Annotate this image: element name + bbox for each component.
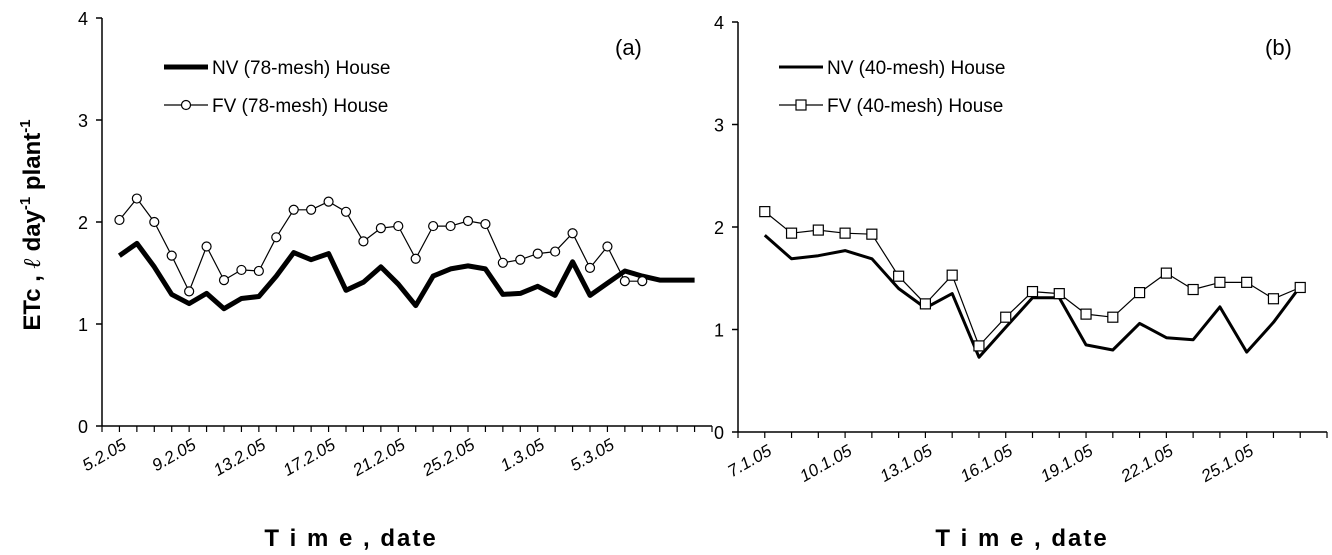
data-point <box>1080 308 1092 320</box>
legend-marker <box>795 99 807 111</box>
data-point <box>1241 276 1253 288</box>
data-point <box>428 220 439 232</box>
data-point <box>567 228 578 239</box>
data-point <box>184 286 195 297</box>
data-point <box>1267 293 1280 305</box>
x-tick-label: 5.2.05 <box>79 435 130 475</box>
data-point <box>340 206 352 217</box>
y-tick-label: 3 <box>78 111 88 131</box>
data-point <box>785 227 798 239</box>
x-axis-label: T i m e , date <box>264 525 437 552</box>
data-point <box>515 254 526 265</box>
x-tick-label: 5.3.05 <box>567 435 618 475</box>
data-point <box>973 340 985 352</box>
data-point <box>1107 311 1119 323</box>
data-point <box>946 269 958 281</box>
y-tick-label: 0 <box>78 417 88 437</box>
data-point <box>839 227 851 239</box>
legend-label-2: FV (40-mesh) House <box>827 96 1003 117</box>
x-tick-label: 9.2.05 <box>149 435 200 475</box>
y-tick-label: 1 <box>714 321 724 341</box>
liter-symbol: ℓ <box>17 258 46 268</box>
data-point <box>602 241 613 252</box>
x-tick-label: 25.2.05 <box>419 435 479 481</box>
data-point <box>480 218 491 230</box>
data-point <box>550 246 561 257</box>
data-point <box>462 215 474 227</box>
y-tick-label: 4 <box>78 9 88 29</box>
panel-label: (b) <box>1265 35 1292 60</box>
data-point <box>166 250 177 261</box>
data-point <box>497 257 508 268</box>
x-tick-label: 17.2.05 <box>280 435 339 480</box>
y-tick-label: 0 <box>714 423 724 443</box>
data-point <box>410 253 421 264</box>
data-point <box>866 228 878 240</box>
chart-panel-a: 0 1 2 3 4 5.2.05 9.2.05 13.2.05 17.2.05 21.2.05 25… <box>78 9 713 552</box>
data-point <box>306 204 317 215</box>
chart-panel-b: 0 1 2 3 4 7.1.05 10.1.05 13.1.05 16.1.05 19.1.05 2… <box>714 13 1328 552</box>
data-point <box>236 264 247 276</box>
data-point <box>131 193 142 204</box>
y-tick-label: 2 <box>78 213 88 233</box>
data-point <box>759 206 771 218</box>
series-line-1 <box>117 240 695 312</box>
data-point <box>619 276 630 287</box>
y-tick-label: 4 <box>714 13 724 33</box>
x-tick-label: 13.2.05 <box>210 435 269 480</box>
data-point <box>1133 287 1146 299</box>
data-point <box>1000 311 1012 323</box>
data-point <box>893 270 905 282</box>
data-point <box>149 216 160 228</box>
data-point <box>1053 288 1065 300</box>
y-axis-label: ETc , ℓ day-1 plant-1 <box>17 119 46 330</box>
x-tick-label: 19.1.05 <box>1037 441 1096 486</box>
data-point <box>358 236 369 247</box>
legend-label-2: FV (78-mesh) House <box>212 96 388 117</box>
data-point <box>1026 285 1039 298</box>
legend-label-1: NV (78-mesh) House <box>212 58 390 79</box>
x-tick-label: 16.1.05 <box>957 441 1016 486</box>
data-point <box>218 275 230 286</box>
y-tick-label: 2 <box>714 218 724 238</box>
x-tick-label: 1.3.05 <box>497 435 548 475</box>
data-point <box>201 241 212 252</box>
data-point <box>323 196 334 207</box>
y-tick-label: 3 <box>714 116 724 136</box>
data-point <box>114 214 125 226</box>
legend-marker <box>180 99 192 111</box>
data-point <box>1294 281 1306 294</box>
legend-label-1: NV (40-mesh) House <box>827 58 1005 79</box>
x-axis-label: T i m e , date <box>935 525 1108 552</box>
x-tick-label: 22.1.05 <box>1117 441 1177 487</box>
series-line-1 <box>763 234 1302 359</box>
y-tick-label: 1 <box>78 315 88 335</box>
x-tick-label: 13.1.05 <box>877 441 936 486</box>
x-tick-label: 21.2.05 <box>349 435 409 481</box>
panel-label: (a) <box>615 35 642 60</box>
data-point <box>637 276 648 287</box>
data-point <box>1160 267 1172 279</box>
data-point <box>393 220 404 232</box>
data-point <box>253 265 264 277</box>
data-point <box>919 298 932 310</box>
x-tick-label: 25.1.05 <box>1197 441 1257 487</box>
data-point <box>1214 276 1226 288</box>
data-point <box>1187 283 1199 296</box>
data-point <box>812 224 824 236</box>
x-tick-label: 7.1.05 <box>724 441 775 481</box>
data-point <box>445 220 456 232</box>
data-point <box>584 262 596 273</box>
data-point <box>271 232 282 243</box>
data-point <box>375 223 386 234</box>
data-point <box>288 204 299 215</box>
x-tick-label: 10.1.05 <box>796 441 855 486</box>
data-point <box>532 248 543 259</box>
